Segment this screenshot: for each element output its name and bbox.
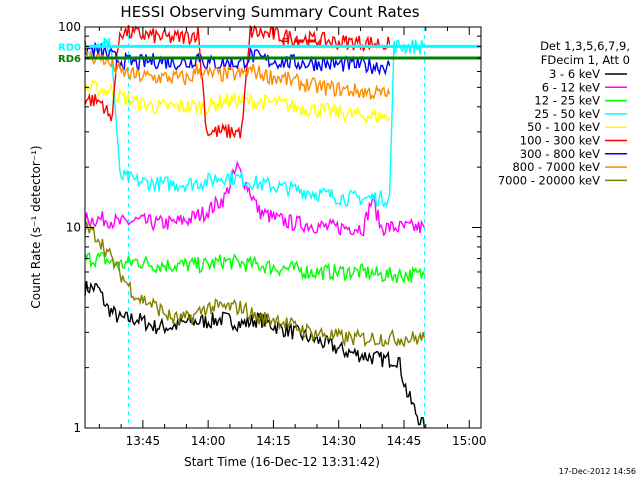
series-line-4	[84, 78, 391, 124]
legend-header-line-2: FDecim 1, Att 0	[541, 53, 630, 67]
annotation-n: N	[103, 37, 111, 48]
y-tick-label-1: 10	[66, 221, 81, 235]
chart-title: HESSI Observing Summary Count Rates	[120, 3, 419, 21]
reference-label-rd0: RD0	[58, 42, 81, 53]
x-tick-label-3: 14:30	[321, 434, 356, 448]
x-axis-label: Start Time (16-Dec-12 13:31:42)	[184, 455, 380, 469]
chart-labels: HESSI Observing Summary Count Rates Star…	[29, 3, 636, 476]
series-line-3	[84, 38, 425, 208]
series-line-8	[84, 221, 426, 348]
annotation-f: F	[282, 37, 289, 48]
x-tick-label-5: 15:00	[452, 434, 487, 448]
legend-header-line-1: Det 1,3,5,6,7,9,	[540, 39, 630, 53]
legend-label-1: 6 - 12 keV	[542, 80, 600, 94]
series-line-7	[84, 50, 391, 100]
legend-label-6: 300 - 800 keV	[520, 147, 600, 161]
footer-timestamp: 17-Dec-2012 14:56	[559, 467, 636, 476]
series-line-5	[84, 24, 391, 139]
legend-label-3: 25 - 50 keV	[534, 107, 600, 121]
legend-label-4: 50 - 100 keV	[527, 120, 600, 134]
legend-label-0: 3 - 6 keV	[549, 67, 600, 81]
x-tick-label-2: 14:15	[256, 434, 291, 448]
legend-label-7: 800 - 7000 keV	[512, 160, 600, 174]
x-tick-label-4: 14:45	[387, 434, 422, 448]
reference-label-rd6: RD6	[58, 54, 81, 65]
y-tick-label-2: 100	[58, 20, 81, 34]
series-line-2	[84, 251, 426, 284]
x-tick-label-1: 14:00	[191, 434, 226, 448]
legend-label-2: 12 - 25 keV	[534, 94, 600, 108]
legend-label-8: 7000 - 20000 keV	[498, 173, 600, 187]
y-axis-label: Count Rate (s⁻¹ detector⁻¹)	[29, 145, 43, 308]
series-line-0	[84, 281, 426, 429]
series-line-1	[84, 160, 426, 237]
plot-frame	[84, 26, 482, 429]
axes: 13:45 14:00 14:15 14:30 14:45 15:00 1 10 100 RD0R…	[58, 20, 487, 448]
legend-label-5: 100 - 300 keV	[520, 134, 600, 148]
x-tick-label-0: 13:45	[126, 434, 161, 448]
y-tick-label-0: 1	[73, 421, 81, 435]
